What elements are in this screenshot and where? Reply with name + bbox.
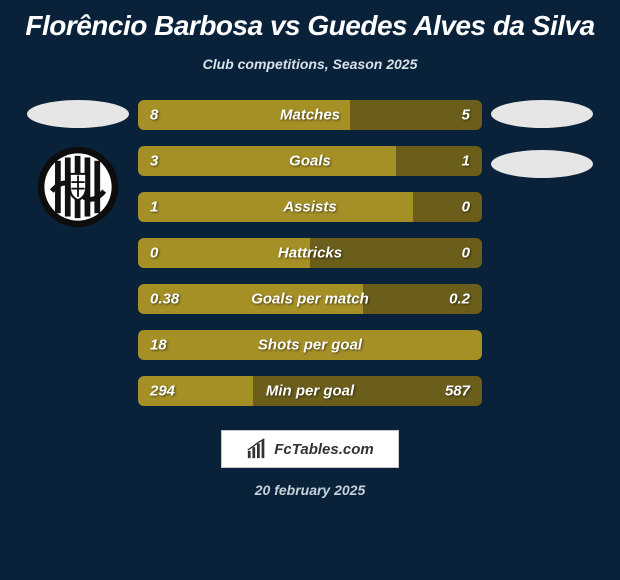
stat-value-right: 587	[445, 383, 470, 400]
stat-label: Goals	[289, 153, 331, 170]
right-player-photo-placeholder	[491, 100, 593, 128]
stat-label: Goals per match	[251, 291, 369, 308]
stat-label: Assists	[283, 199, 336, 216]
season-subtitle: Club competitions, Season 2025	[0, 56, 620, 72]
stat-label: Matches	[280, 107, 340, 124]
fctables-logo-icon	[246, 438, 268, 460]
right-player-column	[482, 100, 602, 406]
stat-bar-left-segment	[138, 192, 413, 222]
stat-label: Min per goal	[266, 383, 354, 400]
stat-bar: Goals 3 1	[138, 146, 482, 176]
stat-bar-left-segment	[138, 146, 396, 176]
stat-bar: Shots per goal 18	[138, 330, 482, 360]
snapshot-date: 20 february 2025	[0, 482, 620, 498]
stat-value-right: 5	[462, 107, 470, 124]
stat-label: Hattricks	[278, 245, 342, 262]
page-title: Florêncio Barbosa vs Guedes Alves da Sil…	[0, 0, 620, 42]
stat-value-left: 18	[150, 337, 167, 354]
left-player-photo-placeholder	[27, 100, 129, 128]
stat-value-right: 0	[462, 245, 470, 262]
attribution-box: FcTables.com	[221, 430, 399, 468]
stat-bar: Goals per match 0.38 0.2	[138, 284, 482, 314]
stat-bars-container: Matches 8 5 Goals 3 1 Assists 1 0 Hattricks 0 0 Goal…	[138, 100, 482, 406]
comparison-panel: Matches 8 5 Goals 3 1 Assists 1 0 Hattricks 0 0 Goal…	[0, 100, 620, 406]
right-club-badge-placeholder	[491, 150, 593, 178]
left-club-badge	[37, 146, 119, 228]
stat-value-left: 0.38	[150, 291, 179, 308]
stat-value-right: 0.2	[449, 291, 470, 308]
stat-value-left: 8	[150, 107, 158, 124]
stat-value-left: 0	[150, 245, 158, 262]
stat-bar: Min per goal 294 587	[138, 376, 482, 406]
stat-label: Shots per goal	[258, 337, 362, 354]
stat-value-left: 3	[150, 153, 158, 170]
stat-bar: Assists 1 0	[138, 192, 482, 222]
stat-bar: Hattricks 0 0	[138, 238, 482, 268]
stat-value-right: 1	[462, 153, 470, 170]
attribution-text: FcTables.com	[274, 441, 373, 458]
stat-value-left: 1	[150, 199, 158, 216]
left-player-column	[18, 100, 138, 406]
stat-value-left: 294	[150, 383, 175, 400]
stat-bar: Matches 8 5	[138, 100, 482, 130]
stat-bar-right-segment	[413, 192, 482, 222]
stat-value-right: 0	[462, 199, 470, 216]
santa-cruz-badge-icon	[37, 146, 119, 228]
